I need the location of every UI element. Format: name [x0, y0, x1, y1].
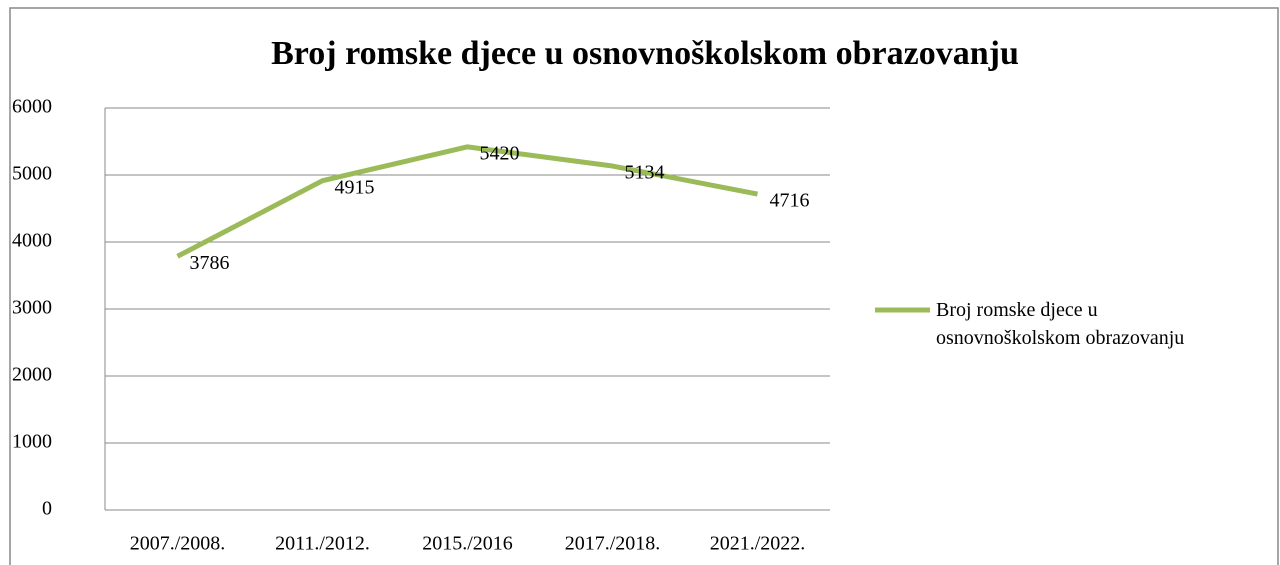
x-tick-label: 2017./2018. — [565, 533, 661, 555]
data-label: 4716 — [770, 190, 810, 212]
y-tick-label: 0 — [42, 498, 52, 520]
legend-label: Broj romske djece u osnovnoškolskom obra… — [936, 299, 1185, 349]
chart-title: Broj romske djece u osnovnoškolskom obra… — [271, 35, 1019, 72]
x-tick-label: 2011./2012. — [275, 533, 370, 555]
series-line — [176, 144, 758, 259]
y-tick-label: 2000 — [12, 364, 52, 386]
y-tick-label: 3000 — [12, 297, 52, 319]
x-tick-label: 2021./2022. — [710, 533, 806, 555]
chart-frame — [9, 7, 1279, 565]
y-tick-label: 5000 — [12, 163, 52, 185]
data-label: 5420 — [480, 142, 520, 164]
x-tick-label: 2007./2008. — [130, 533, 226, 555]
data-label: 4915 — [335, 176, 375, 198]
y-tick-label: 6000 — [12, 96, 52, 118]
data-label: 5134 — [625, 162, 665, 184]
data-label: 3786 — [190, 252, 230, 274]
y-tick-label: 4000 — [12, 230, 52, 252]
y-tick-label: 1000 — [12, 431, 52, 453]
x-tick-label: 2015./2016 — [422, 533, 513, 555]
